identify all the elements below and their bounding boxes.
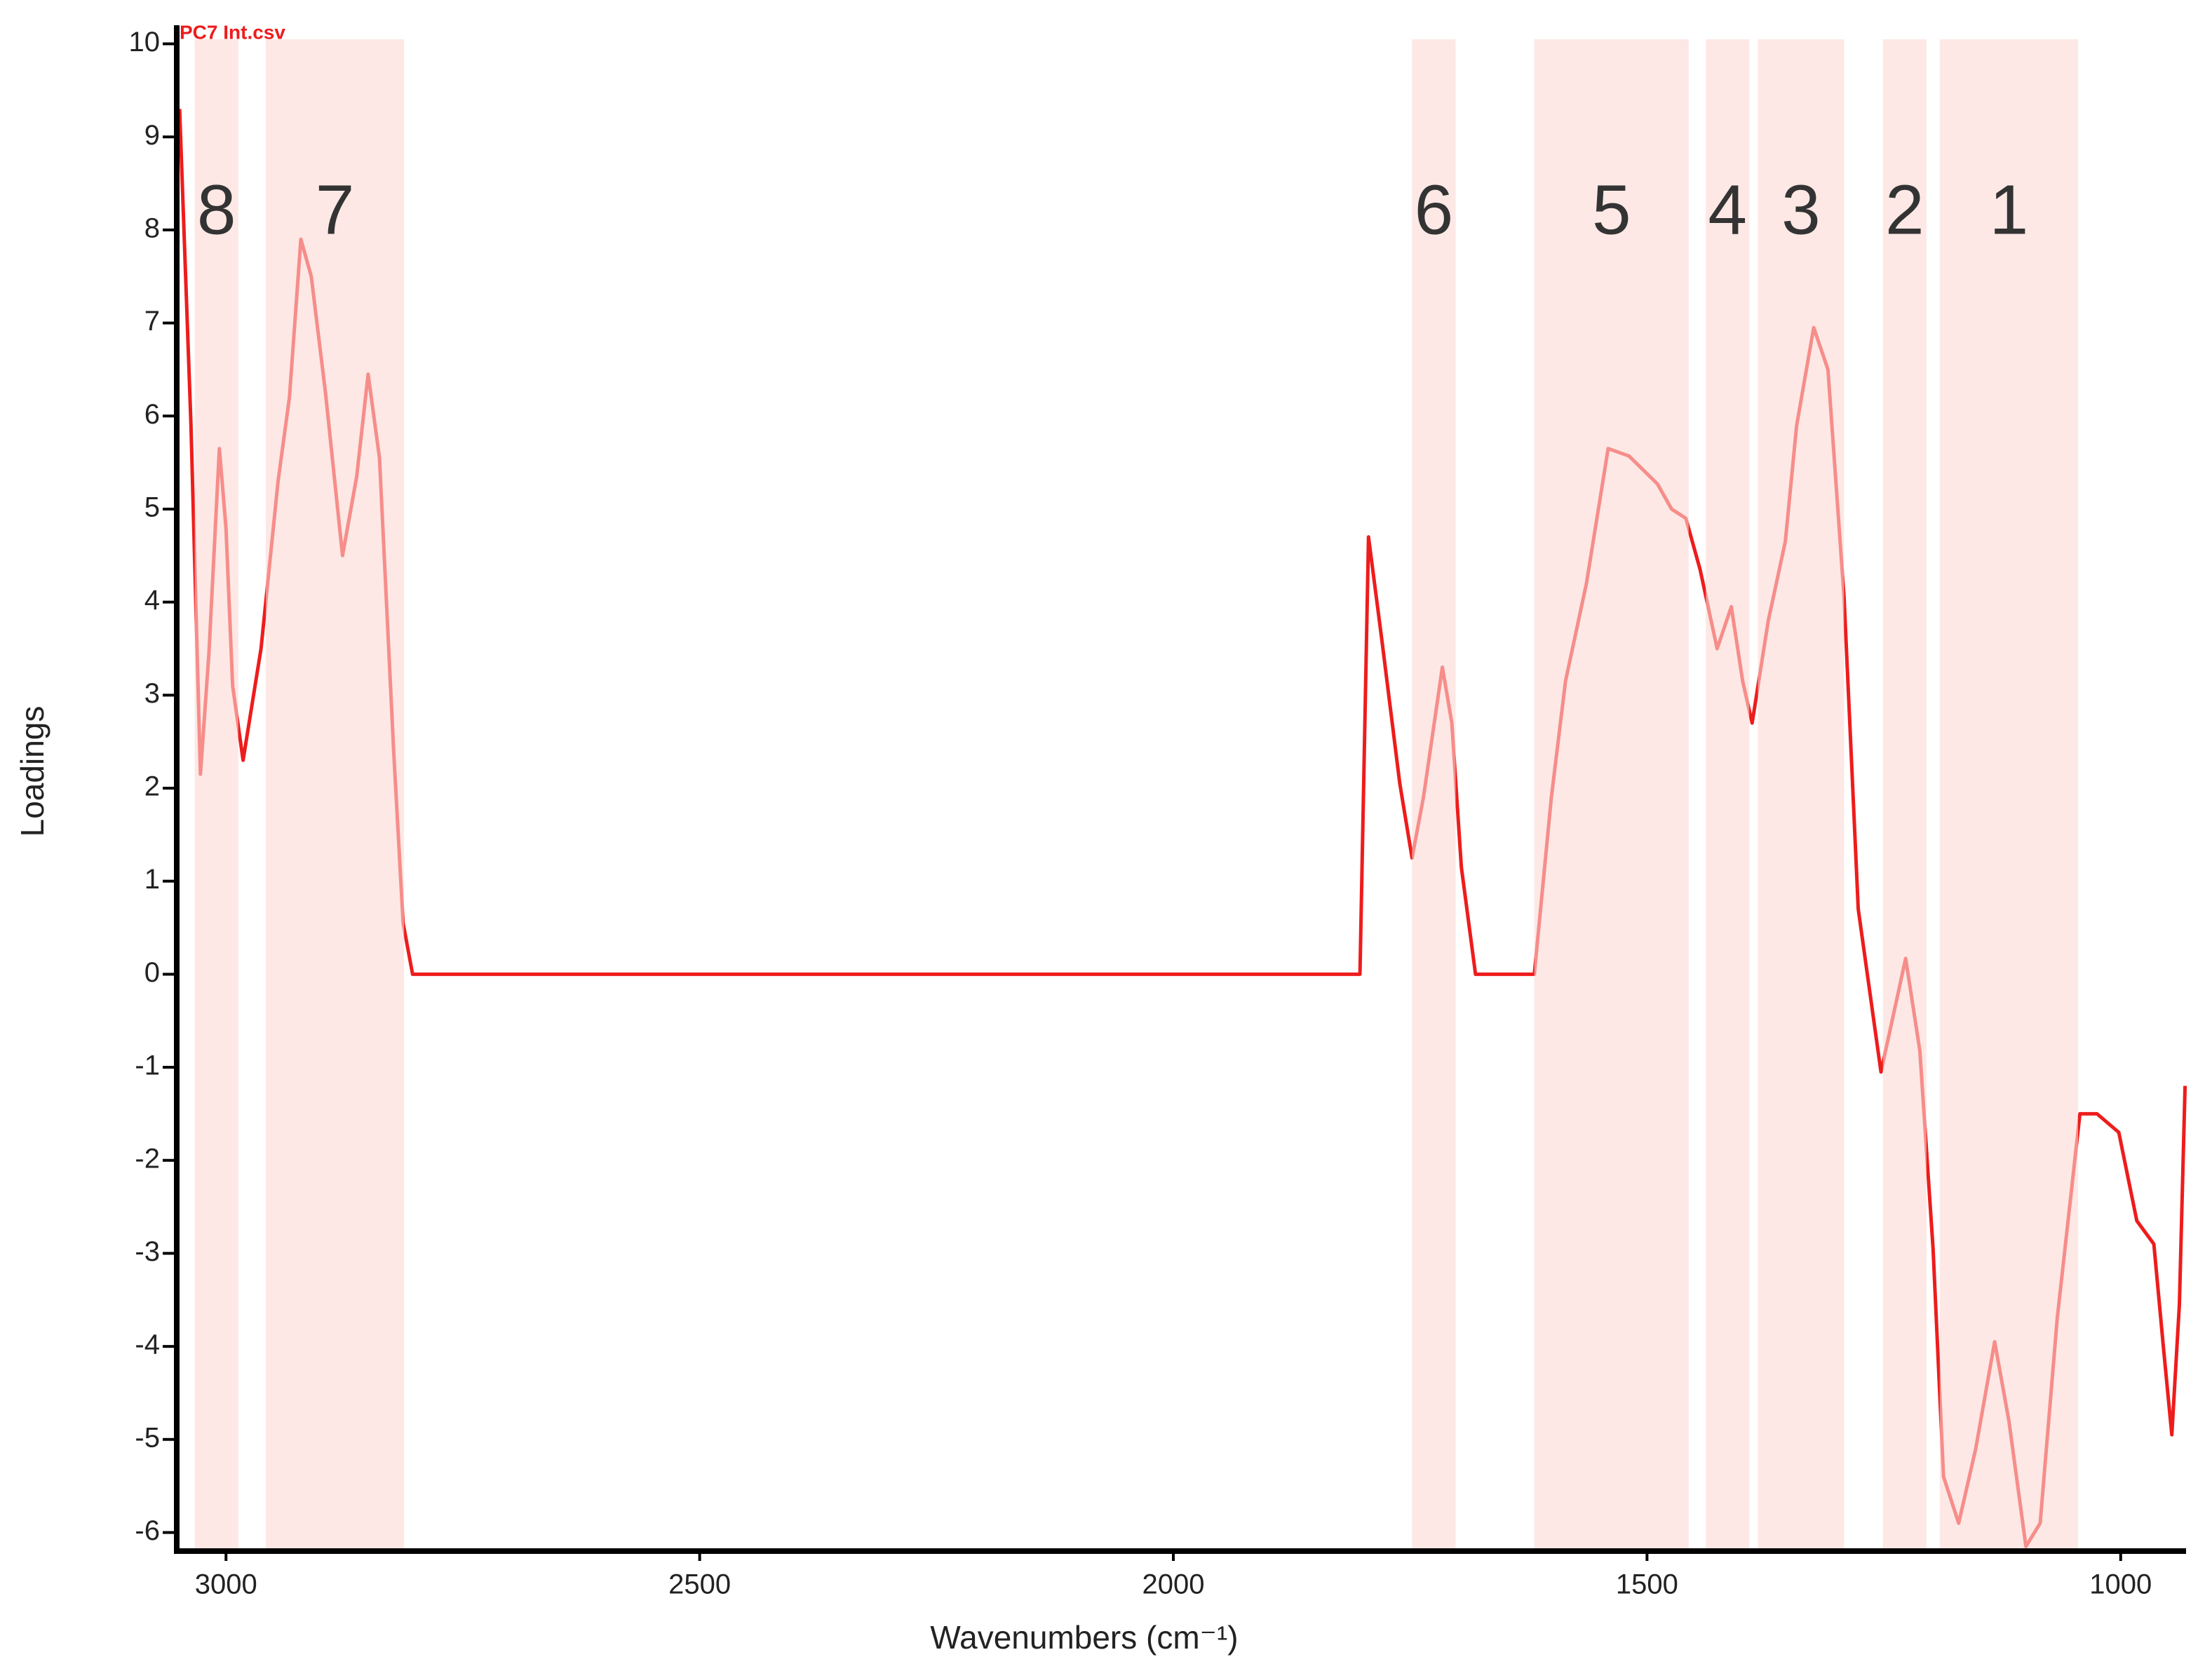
band-label: 8 (197, 170, 236, 249)
band-label: 5 (1592, 170, 1631, 249)
band-label: 1 (1990, 170, 2029, 249)
band (1534, 39, 1689, 1551)
y-tick-label: 3 (144, 678, 160, 709)
x-tick-label: 2500 (668, 1569, 731, 1600)
band (1882, 39, 1927, 1551)
x-tick-label: 1500 (1616, 1569, 1678, 1600)
band-label: 2 (1885, 170, 1924, 249)
y-tick-label: 1 (144, 864, 160, 895)
y-tick-label: -5 (135, 1422, 160, 1453)
y-tick-label: -4 (135, 1330, 160, 1360)
band (1758, 39, 1845, 1551)
y-tick-label: -2 (135, 1143, 160, 1174)
x-tick-label: 1000 (2089, 1569, 2152, 1600)
x-axis-label: Wavenumbers (cm⁻¹) (930, 1619, 1238, 1656)
y-tick-label: 7 (144, 306, 160, 337)
band (1939, 39, 2079, 1551)
band-label: 3 (1781, 170, 1821, 249)
y-tick-label: -6 (135, 1515, 160, 1546)
band (1412, 39, 1456, 1551)
y-tick-label: 9 (144, 120, 160, 151)
y-tick-label: 6 (144, 399, 160, 430)
band-label: 7 (316, 170, 355, 249)
y-tick-label: -3 (135, 1236, 160, 1267)
band-label: 6 (1415, 170, 1454, 249)
band (265, 39, 405, 1551)
y-tick-label: 4 (144, 585, 160, 616)
y-axis-label: Loadings (14, 706, 50, 837)
band (1706, 39, 1750, 1551)
y-tick-label: 10 (129, 27, 161, 57)
y-tick-label: -1 (135, 1050, 160, 1081)
x-tick-label: 3000 (195, 1569, 257, 1600)
y-tick-label: 2 (144, 771, 160, 802)
band (194, 39, 238, 1551)
y-tick-label: 5 (144, 492, 160, 523)
y-tick-label: 8 (144, 212, 160, 243)
band-label: 4 (1708, 170, 1747, 249)
y-tick-label: 0 (144, 957, 160, 988)
x-tick-label: 2000 (1142, 1569, 1205, 1600)
